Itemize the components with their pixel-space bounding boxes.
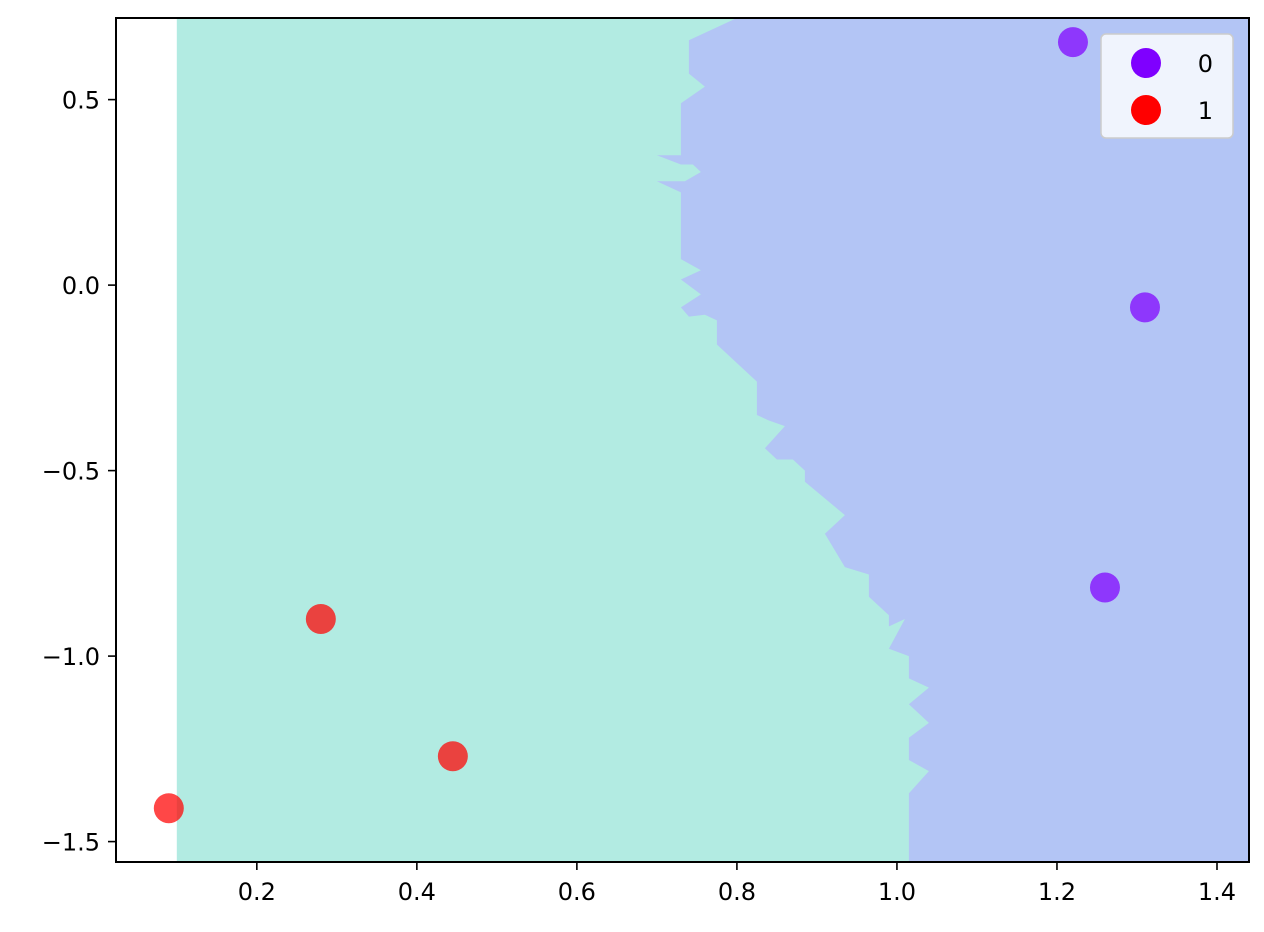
legend: 01 bbox=[1100, 33, 1234, 139]
legend-marker-0 bbox=[1131, 48, 1161, 78]
point-class-0 bbox=[1129, 292, 1160, 323]
legend-box bbox=[1100, 33, 1234, 139]
plot-frame bbox=[115, 17, 1250, 863]
y-tick-label: −0.5 bbox=[42, 458, 100, 486]
data-points bbox=[153, 27, 1160, 824]
y-tick-label: −1.0 bbox=[42, 643, 100, 671]
x-tick-label: 1.2 bbox=[1038, 878, 1076, 906]
y-tick-label: −1.5 bbox=[42, 829, 100, 857]
legend-marker-1 bbox=[1131, 95, 1161, 125]
point-class-1 bbox=[153, 793, 184, 824]
legend-label-0: 0 bbox=[1198, 50, 1213, 78]
legend-label-1: 1 bbox=[1198, 97, 1213, 125]
x-tick-label: 0.2 bbox=[238, 878, 276, 906]
x-axis: 0.2 0.4 0.6 0.8 1.0 1.2 1.4 bbox=[238, 862, 1236, 906]
x-tick-label: 1.0 bbox=[878, 878, 916, 906]
class-0-region bbox=[656, 18, 1249, 862]
y-tick-label: 0.5 bbox=[62, 87, 100, 115]
x-tick-label: 0.6 bbox=[558, 878, 596, 906]
point-class-1 bbox=[437, 741, 468, 772]
y-tick-label: 0.0 bbox=[62, 272, 100, 300]
decision-regions bbox=[116, 18, 1249, 862]
point-class-1 bbox=[305, 604, 336, 635]
x-tick-label: 1.4 bbox=[1198, 878, 1236, 906]
point-class-0 bbox=[1057, 27, 1088, 58]
x-tick-label: 0.8 bbox=[718, 878, 756, 906]
point-class-0 bbox=[1089, 572, 1120, 603]
y-axis: 0.5 0.0 −0.5 −1.0 −1.5 bbox=[42, 87, 116, 857]
x-tick-label: 0.4 bbox=[398, 878, 436, 906]
